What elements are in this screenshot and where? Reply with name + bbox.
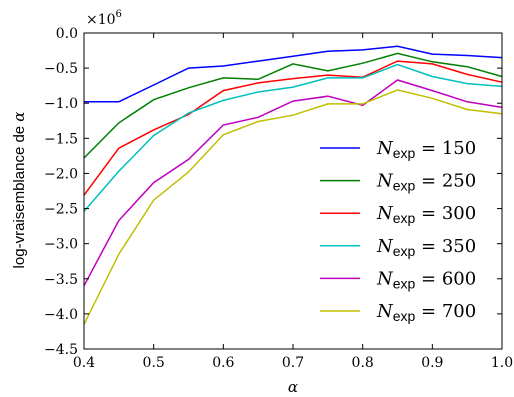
series-line-300 [83,60,503,196]
y-tick-label: −2.0 [44,166,78,182]
legend-value: = 250 [415,171,476,192]
legend-entry-250: Nexp = 250 [320,171,476,194]
legend-var: N [376,203,394,224]
legend-entry-600: Nexp = 600 [320,268,476,291]
legend-entry-350: Nexp = 350 [320,236,476,259]
legend-subscript: exp [393,145,416,161]
y-tick-label: −3.0 [44,237,78,253]
ticks-layer: 0.4 0.5 0.6 0.7 0.8 0.9 1.0 0.0 −0.5 −1.0 −1.5 −2.0… [44,26,513,371]
y-offset-base: ×10 [86,12,116,28]
y-tick-label: −1.5 [44,131,78,147]
y-axis-label-main: log-vraisemblance de [11,122,28,269]
legend-var: N [376,301,394,322]
y-tick-label: −4.5 [44,342,78,358]
legend-subscript: exp [393,210,416,226]
y-tick-label: −3.5 [44,272,78,288]
legend-var: N [376,138,394,159]
y-tick-label: −1.0 [44,96,78,112]
y-axis-label-var: α [10,112,28,122]
y-tick-label: −4.0 [44,307,78,323]
legend-var: N [376,268,394,289]
x-tick-label: 0.7 [282,355,304,371]
legend-value: = 300 [415,203,476,224]
y-axis-label: log-vraisemblance de α [10,112,28,269]
y-tick-label: 0.0 [56,26,78,42]
legend-entry-700: Nexp = 700 [320,301,476,324]
series-line-250 [83,52,503,159]
legend-label: Nexp = 150 [376,138,476,161]
x-tick-label: 0.4 [73,355,95,371]
legend-label: Nexp = 300 [376,203,476,226]
legend-subscript: exp [393,275,416,291]
x-tick-label: 0.5 [143,355,165,371]
y-tick-label: −0.5 [44,61,78,77]
legend-label: Nexp = 600 [376,268,476,291]
legend-subscript: exp [393,178,416,194]
series-line-600 [83,79,503,287]
legend-label: Nexp = 700 [376,301,476,324]
legend-var: N [376,171,394,192]
legend-label: Nexp = 350 [376,236,476,259]
y-offset-label: ×106 [86,9,122,28]
x-tick-label: 1.0 [491,355,513,371]
legend-entry-300: Nexp = 300 [320,203,476,226]
series-line-150 [84,45,503,103]
legend-value: = 600 [415,268,476,289]
legend-value: = 700 [415,301,476,322]
x-axis-label: α [288,378,298,396]
series-line-700 [83,89,503,325]
legend-subscript: exp [393,308,416,324]
x-tick-label: 0.6 [212,355,234,371]
x-tick-label: 0.8 [352,355,374,371]
legend-entry-150: Nexp = 150 [320,138,476,161]
y-tick-label: −2.5 [44,202,78,218]
legend-value: = 350 [415,236,476,257]
legend-label: Nexp = 250 [376,171,476,194]
x-tick-label: 0.9 [421,355,443,371]
legend-subscript: exp [393,243,416,259]
plot-frame [83,32,503,350]
legend-value: = 150 [415,138,476,159]
legend-var: N [376,236,394,257]
series-layer [83,45,503,325]
y-offset-exp: 6 [116,9,122,20]
series-line-350 [83,63,503,212]
